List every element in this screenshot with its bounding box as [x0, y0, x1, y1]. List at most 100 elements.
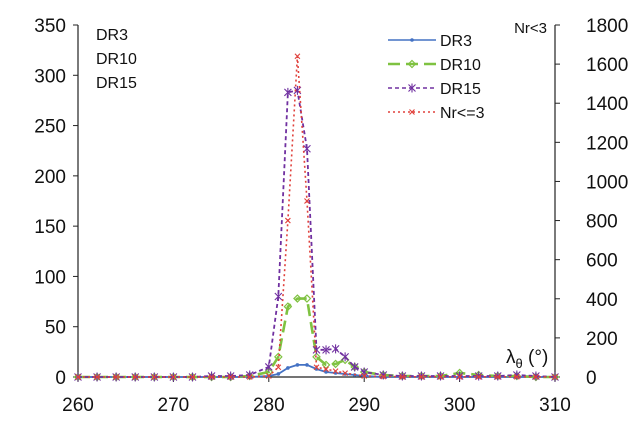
series-nr3-point	[170, 374, 177, 380]
legend-label: DR15	[440, 81, 481, 98]
series-nr3-point	[399, 373, 406, 380]
axes-layer: 260 270 280 290 300 310 0 50 100 150 200 250 300 350 0…	[34, 16, 628, 416]
series-dr15-point	[322, 345, 330, 355]
series-dr3-point	[295, 363, 300, 367]
series-nr3-point	[151, 374, 158, 380]
y-right-tick-label: 600	[586, 251, 618, 272]
y-left-tick-label: 150	[34, 217, 66, 238]
y-right-tick-label: 200	[586, 329, 618, 350]
series-nr3-point	[275, 364, 282, 371]
series-dr3-point	[276, 372, 281, 376]
series-nr3-point	[361, 373, 368, 379]
x-tick-label: 270	[158, 395, 190, 416]
series-nr3-point	[437, 373, 444, 380]
legend-dr15-point	[408, 83, 416, 93]
y-right-axis-label: Nr<3	[514, 20, 547, 37]
series-nr3-point	[552, 374, 558, 380]
series-nr3-point	[132, 374, 139, 380]
series-dr3-point	[305, 363, 309, 367]
legend-label: DR10	[440, 57, 481, 74]
series-dr3-point	[286, 366, 290, 370]
series-dr15-point	[283, 87, 292, 97]
series-dr15-point	[532, 371, 540, 381]
series-nr3-point	[94, 374, 100, 380]
series-dr15-point	[398, 371, 407, 381]
y-right-tick-label: 400	[586, 290, 618, 311]
y-left-tick-label: 100	[34, 267, 66, 288]
series-dr15-point	[226, 371, 235, 381]
series-nr3-point	[208, 374, 215, 380]
x-axis-label: λθ (°)	[506, 347, 548, 371]
x-tick-label: 300	[444, 395, 476, 416]
series-layer	[73, 53, 560, 382]
x-tick-label: 310	[539, 395, 571, 416]
series-dr10-point	[331, 359, 340, 369]
series-nr3-point	[380, 373, 387, 380]
series-nr3-point	[189, 374, 196, 380]
series-nr3-point	[313, 364, 320, 371]
y-left-tick-label: 250	[34, 117, 66, 138]
y-right-tick-label: 1600	[586, 55, 628, 76]
y-left-tick-label: 0	[55, 368, 66, 389]
y-right-tick-label: 1400	[586, 94, 628, 115]
y-left-tick-label: 200	[34, 167, 66, 188]
series-dr15-point	[341, 352, 350, 362]
y-right-tick-label: 1200	[586, 133, 628, 154]
series-dr15-point	[417, 371, 426, 381]
series-nr3-point	[284, 217, 291, 224]
legend-nr3-point	[409, 109, 415, 115]
series-nr3-point	[113, 374, 120, 380]
series-dr15-point	[436, 371, 445, 381]
y-left-tick-label: 50	[45, 318, 66, 339]
series-nr3-point	[475, 373, 482, 380]
series-dr15-point	[245, 370, 254, 380]
y-left-axis-label: DR3	[96, 27, 128, 44]
series-dr3-point	[324, 370, 328, 374]
series-dr15-point	[264, 362, 273, 372]
x-tick-label: 280	[253, 395, 285, 416]
series-dr10-point	[293, 294, 302, 303]
series-dr15-point	[350, 362, 359, 372]
legend-label: DR3	[440, 33, 472, 50]
series-nr3-point	[265, 373, 272, 379]
series-nr3-point	[456, 373, 463, 380]
y-left-axis-label: DR10	[96, 51, 137, 68]
series-nr3-point	[513, 373, 520, 380]
y-right-tick-label: 800	[586, 212, 618, 233]
y-right-tick-label: 1800	[586, 16, 628, 37]
series-nr3-point	[246, 374, 253, 380]
series-nr3-point	[75, 374, 81, 380]
series-nr3-point	[294, 53, 301, 60]
axis-label-layer: λθ (°) DR3 DR10 DR15 Nr<3	[96, 20, 548, 371]
series-nr3-point	[418, 373, 425, 380]
x-tick-label: 290	[348, 395, 380, 416]
x-tick-label: 260	[62, 395, 94, 416]
series-nr3-point	[533, 373, 539, 380]
series-dr15-point	[331, 344, 340, 354]
series-nr3-point	[304, 198, 310, 204]
legend-dr10-point	[407, 59, 417, 69]
series-nr3-point	[494, 373, 501, 380]
series-dr15-point	[207, 371, 216, 381]
series-nr3-point	[227, 374, 234, 380]
series-nr3-point	[342, 370, 349, 376]
series-nr3-point	[323, 366, 329, 373]
series-dr15-point	[474, 371, 483, 381]
series-dr10-point	[302, 294, 312, 303]
y-left-tick-label: 300	[34, 66, 66, 87]
series-dr10-point	[283, 302, 293, 311]
series-dr10-point	[312, 352, 321, 362]
series-dr10-line	[78, 297, 555, 379]
series-dr15-point	[312, 345, 321, 355]
legend: DR3 DR10 DR15 Nr<=3	[388, 33, 485, 122]
y-left-tick-label: 350	[34, 16, 66, 37]
y-left-axis-label: DR15	[96, 75, 137, 92]
legend-label: Nr<=3	[440, 105, 485, 122]
series-dr15-line	[78, 89, 556, 378]
series-nr3-point	[332, 368, 339, 375]
series-dr15-point	[274, 292, 283, 302]
y-right-tick-label: 1000	[586, 172, 628, 193]
series-dr15-point	[455, 371, 464, 381]
